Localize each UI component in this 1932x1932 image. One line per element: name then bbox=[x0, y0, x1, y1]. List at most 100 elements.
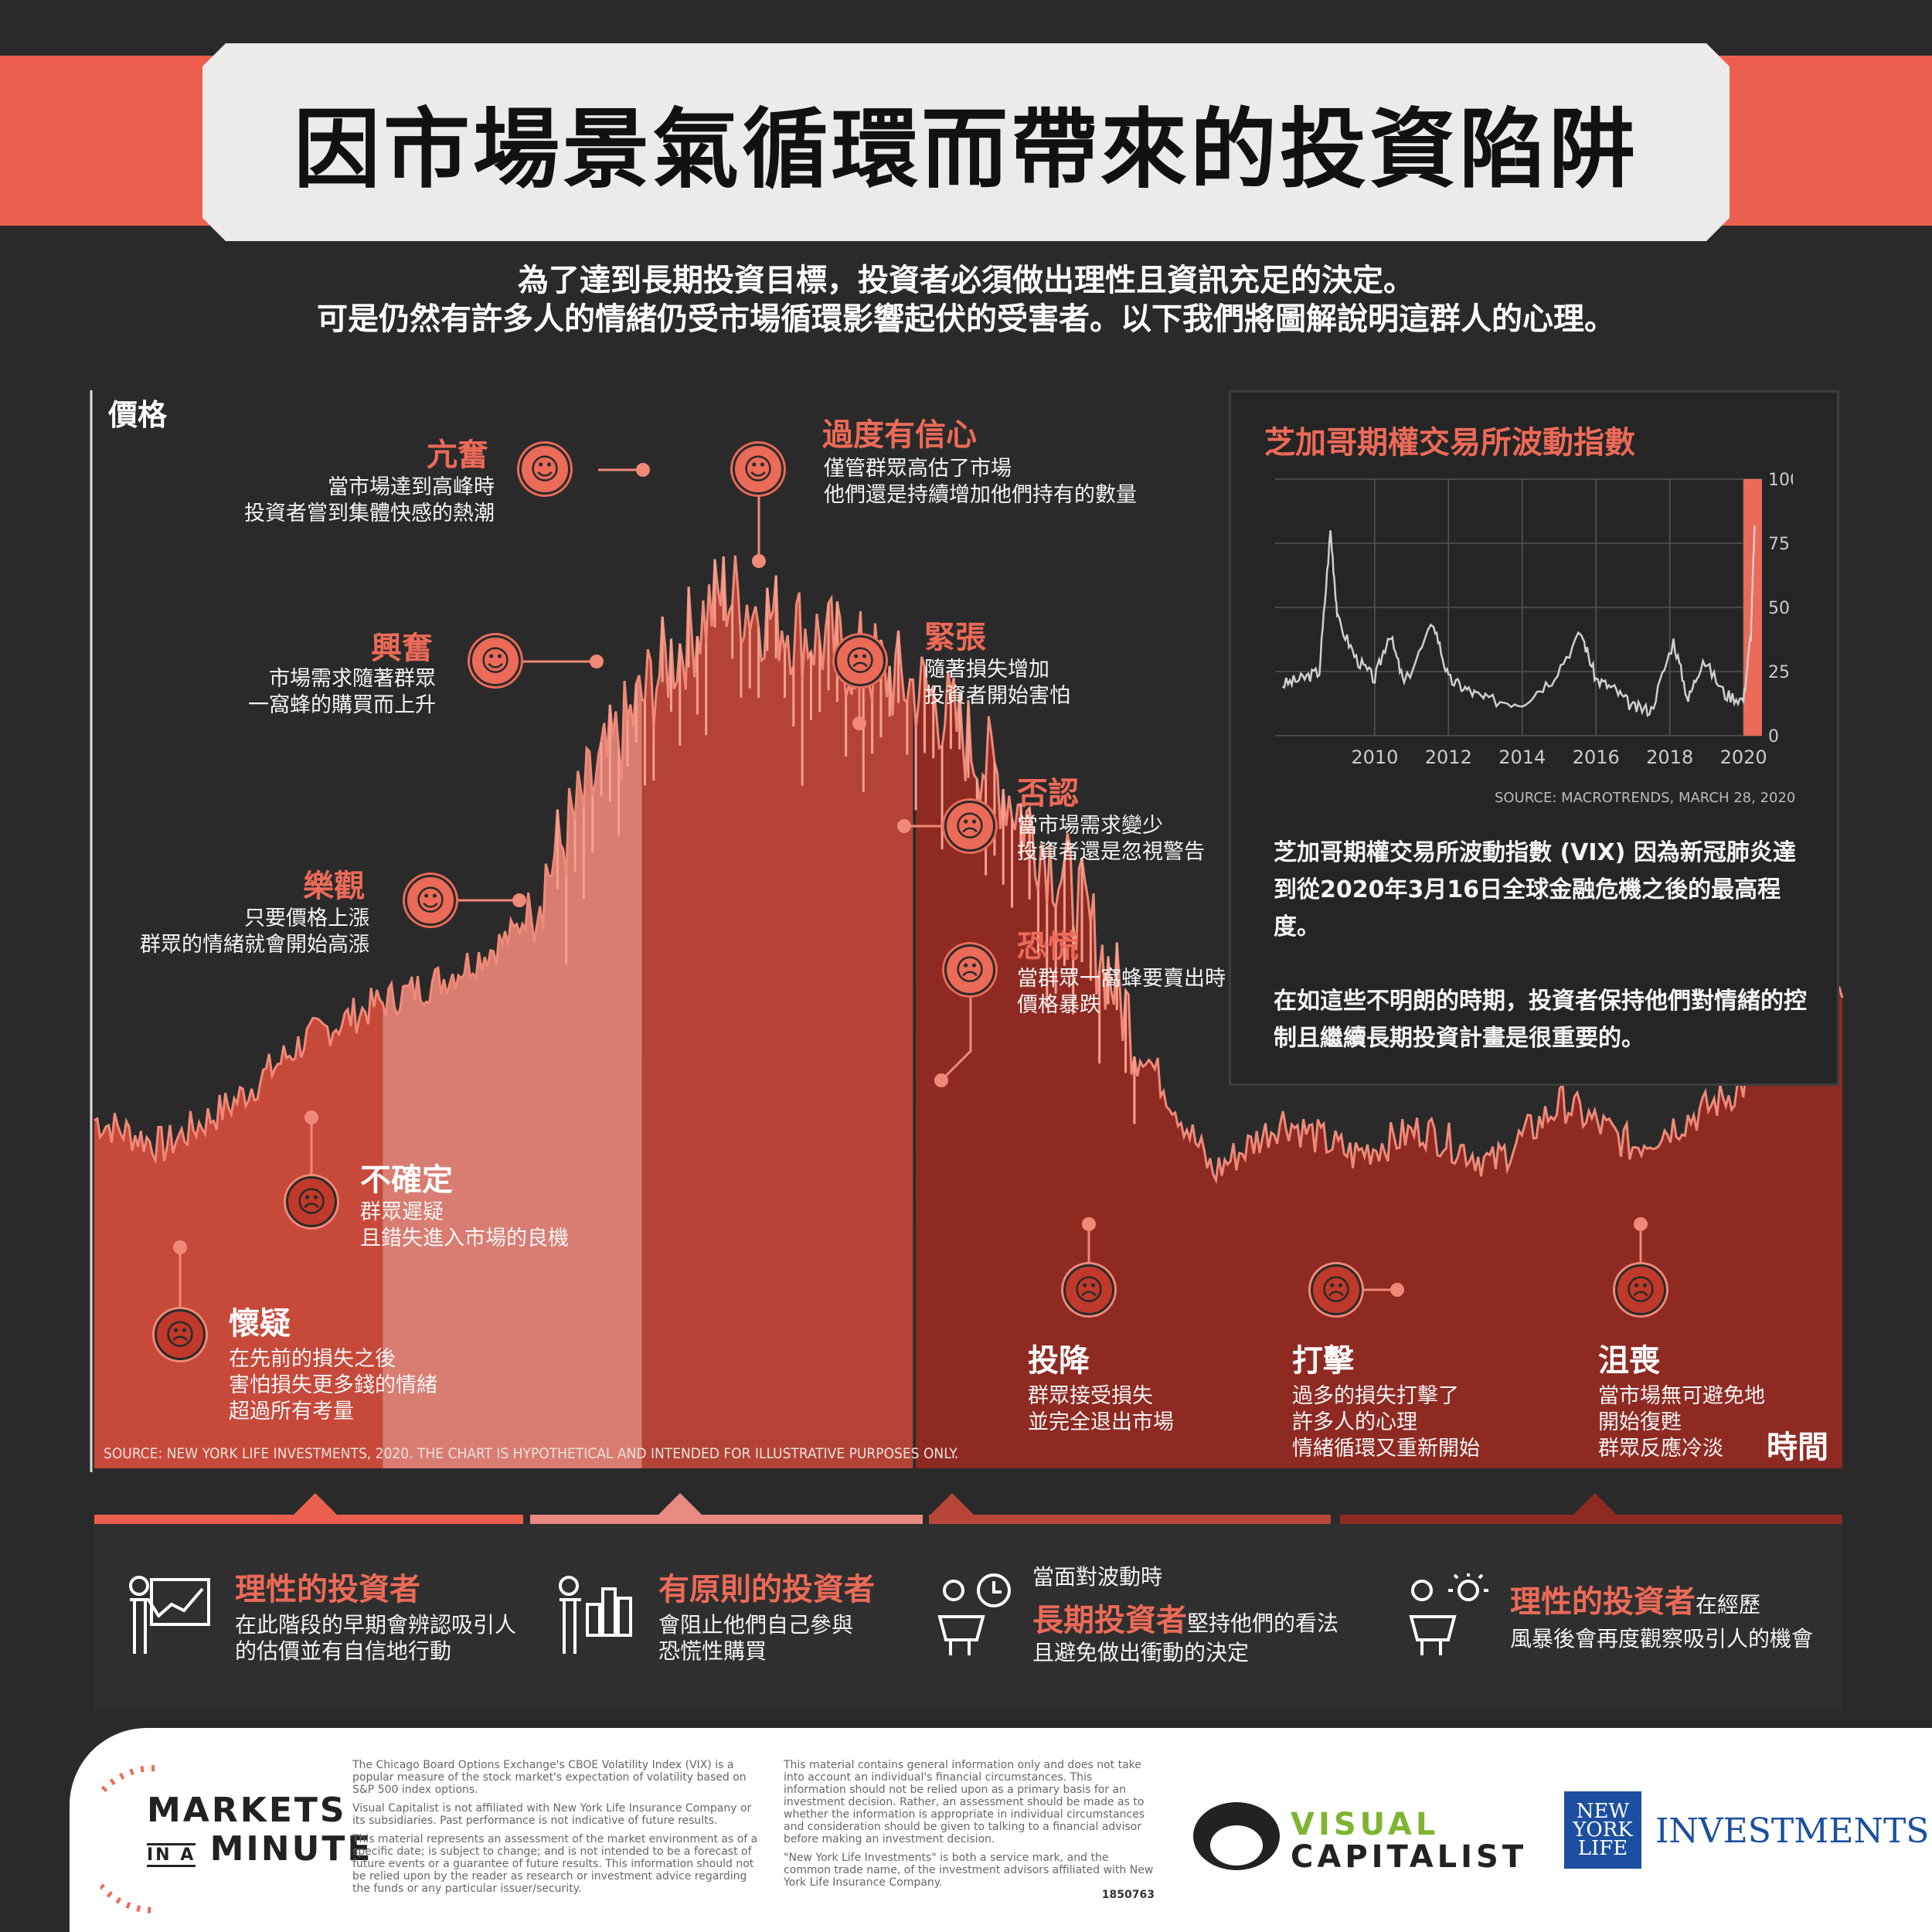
vix-xtick-2016: 2016 bbox=[1573, 747, 1620, 768]
sunglasses-face-icon: ☺ bbox=[733, 444, 784, 495]
fearful-face-icon: ☹ bbox=[944, 944, 995, 995]
stage-desc-overconfidence: 僅管群眾高估了市場 他們還是持續增加他們持有的數量 bbox=[824, 457, 1137, 507]
cycle-zone-3 bbox=[641, 555, 913, 1468]
vix-xtick-2010: 2010 bbox=[1351, 747, 1398, 768]
stage-desc-capitulation: 群眾接受損失 並完全退出市場 bbox=[1028, 1384, 1174, 1434]
visual-capitalist-logo-mark bbox=[1193, 1802, 1280, 1870]
bar-chart-person-icon bbox=[559, 1576, 632, 1654]
frown-face-icon: ☹ bbox=[835, 635, 886, 686]
stage-title-overconfidence: 過度有信心 bbox=[822, 417, 977, 453]
footer-fine-print-1: The Chicago Board Options Exchange's CBO… bbox=[352, 1759, 758, 1895]
vix-paragraph-1: 芝加哥期權交易所波動指數 (VIX) 因為新冠肺炎達到從2020年3月16日全球… bbox=[1274, 839, 1796, 940]
vix-xtick-2012: 2012 bbox=[1425, 747, 1472, 768]
vix-grid bbox=[1275, 478, 1762, 736]
vix-line bbox=[1281, 525, 1756, 717]
stage-title-panic: 恐慌 bbox=[1017, 929, 1079, 964]
intro-text: 為了達到長期投資目標，投資者必須做出理性且資訊充足的決定。 可是仍然有許多人的情… bbox=[155, 261, 1777, 338]
stage-desc-panic: 當群眾一窩蜂要賣出時 價格暴跌 bbox=[1017, 967, 1226, 1017]
stage-title-optimism: 樂觀 bbox=[303, 869, 365, 904]
intro-line-1: 為了達到長期投資目標，投資者必須做出理性且資訊充足的決定。 bbox=[518, 263, 1414, 298]
visual-capitalist-logo: VISUAL CAPITALIST bbox=[1291, 1807, 1528, 1875]
stage-desc-anxiety: 隨著損失增加 投資者開始害怕 bbox=[924, 658, 1070, 708]
title-box: 因市場景氣循環而帶來的投資陷阱 bbox=[202, 43, 1730, 241]
zone-bar-2 bbox=[530, 1515, 923, 1524]
leader-dot-10 bbox=[1082, 1217, 1096, 1231]
stage-title-euphoria: 亢奮 bbox=[427, 437, 488, 473]
vix-chart: 0 25 50 75 100 2010 2012 2014 2016 2018 2020 bbox=[1275, 471, 1793, 768]
investments-wordmark: INVESTMENTS bbox=[1655, 1811, 1930, 1851]
intro-line-2: 可是仍然有許多人的情緒仍受市場循環影響起伏的受害者。以下我們將圖解說明這群人的心… bbox=[317, 301, 1615, 337]
idea-person-icon bbox=[1409, 1573, 1488, 1655]
vix-title: 芝加哥期權交易所波動指數 bbox=[1264, 425, 1635, 461]
y-axis-label: 價格 bbox=[108, 398, 168, 432]
leader-dot-9 bbox=[173, 1240, 187, 1254]
smile-face-icon: ☺ bbox=[405, 875, 456, 926]
star-eyes-icon: ☺ bbox=[519, 444, 570, 495]
investor-desc-2: 會阻止他們自己參與 恐慌性購買 bbox=[658, 1612, 854, 1664]
leader-dot-3 bbox=[590, 655, 604, 668]
zone-bar-3 bbox=[929, 1515, 1331, 1524]
leader-dot-2 bbox=[752, 554, 766, 568]
x-axis-label: 時間 bbox=[1767, 1430, 1828, 1465]
investor-pre-3: 當面對波動時 bbox=[1032, 1564, 1163, 1590]
vix-xtick-2018: 2018 bbox=[1646, 747, 1693, 768]
stage-desc-denial: 當市場需求變少 投資者還是忽視警告 bbox=[1017, 814, 1205, 864]
clock-person-icon bbox=[937, 1573, 1011, 1655]
zone-bar-4 bbox=[1340, 1515, 1842, 1524]
investor-title-1: 理性的投資者 bbox=[235, 1572, 420, 1607]
stage-title-depression: 沮喪 bbox=[1598, 1343, 1660, 1379]
leader-dot-6 bbox=[512, 893, 526, 907]
vix-paragraph-2: 在如這些不明朗的時期，投資者保持他們對情緒的控制且繼續長期投資計畫是很重要的。 bbox=[1274, 988, 1807, 1052]
vix-xtick-2020: 2020 bbox=[1720, 747, 1767, 768]
stage-desc-excitement: 市場需求隨著群眾 一窩蜂的購買而上升 bbox=[248, 667, 436, 717]
leader-dot-12 bbox=[1634, 1217, 1648, 1231]
angry-face-icon: ☹ bbox=[1311, 1264, 1362, 1315]
vix-xtick-2014: 2014 bbox=[1498, 747, 1546, 768]
chart-presenter-icon bbox=[129, 1576, 210, 1654]
stage-title-doubt: 懷疑 bbox=[229, 1306, 291, 1342]
stage-desc-doubt: 在先前的損失之後 害怕損失更多錢的情緒 超過所有考量 bbox=[229, 1347, 437, 1423]
investor-suffix-4: 在經歷 bbox=[1696, 1592, 1761, 1617]
cycle-zone-2 bbox=[383, 675, 642, 1468]
vix-2020-highlight bbox=[1743, 479, 1762, 736]
investor-title-3: 長期投資者 bbox=[1032, 1603, 1187, 1638]
sad-face-icon: ☹ bbox=[1615, 1264, 1666, 1315]
leader-dot-7 bbox=[934, 1073, 948, 1087]
markets-in-a-minute-logo: MARKETS IN A MINUTE bbox=[147, 1791, 373, 1869]
stage-title-anxiety: 緊張 bbox=[924, 620, 986, 655]
investor-headline-4: 理性的投資者在經歷 bbox=[1510, 1577, 1760, 1621]
stage-desc-euphoria: 當市場達到高峰時 投資者嘗到集體快感的熱潮 bbox=[244, 475, 495, 526]
vix-text: 芝加哥期權交易所波動指數 (VIX) 因為新冠肺炎達到從2020年3月16日全球… bbox=[1274, 835, 1815, 1057]
stage-desc-depression: 當市場無可避免地 開始復甦 群眾反應冷淡 bbox=[1598, 1384, 1765, 1461]
vix-ytick-50: 50 bbox=[1768, 599, 1790, 618]
stage-desc-anger: 過多的損失打擊了 許多人的心理 情緒循環又重新開始 bbox=[1292, 1384, 1480, 1461]
vix-ytick-0: 0 bbox=[1768, 727, 1779, 747]
leader-dot-4 bbox=[852, 716, 866, 730]
vix-ytick-100: 100 bbox=[1768, 471, 1793, 490]
unamused-face-icon: ☹ bbox=[944, 801, 995, 852]
stage-title-anger: 打擊 bbox=[1292, 1343, 1354, 1379]
investor-title-4: 理性的投資者 bbox=[1510, 1584, 1696, 1620]
page-title: 因市場景氣循環而帶來的投資陷阱 bbox=[294, 100, 1638, 200]
cycle-zone-4 bbox=[916, 656, 1842, 1468]
leader-line-7 bbox=[940, 995, 972, 1082]
vix-ytick-75: 75 bbox=[1768, 535, 1790, 554]
investor-desc-4: 風暴後會再度觀察吸引人的機會 bbox=[1510, 1626, 1814, 1651]
zone-marker-2 bbox=[657, 1493, 703, 1516]
investor-desc-1: 在此階段的早期會辨認吸引人 的估價並有自信地行動 bbox=[235, 1612, 517, 1664]
stage-title-capitulation: 投降 bbox=[1028, 1343, 1090, 1379]
leader-dot-5 bbox=[897, 819, 911, 833]
investor-title-2: 有原則的投資者 bbox=[658, 1572, 875, 1607]
vix-ytick-25: 25 bbox=[1768, 663, 1790, 682]
vix-ticks: 0 25 50 75 100 2010 2012 2014 2016 2018 2020 bbox=[1351, 471, 1793, 768]
crying-face-icon: ☹ bbox=[1063, 1264, 1114, 1315]
stage-title-uncertainty: 不確定 bbox=[360, 1162, 453, 1198]
stage-desc-optimism: 只要價格上漲 群眾的情緒就會開始高漲 bbox=[140, 906, 369, 957]
money-face-icon: ☺ bbox=[470, 635, 521, 686]
stage-title-denial: 否認 bbox=[1017, 776, 1079, 811]
new-york-life-logo: NEW YORK LIFE bbox=[1564, 1791, 1641, 1869]
vix-panel bbox=[1229, 390, 1839, 1086]
leader-dot-8 bbox=[304, 1111, 318, 1124]
stage-title-excitement: 興奮 bbox=[371, 631, 433, 666]
